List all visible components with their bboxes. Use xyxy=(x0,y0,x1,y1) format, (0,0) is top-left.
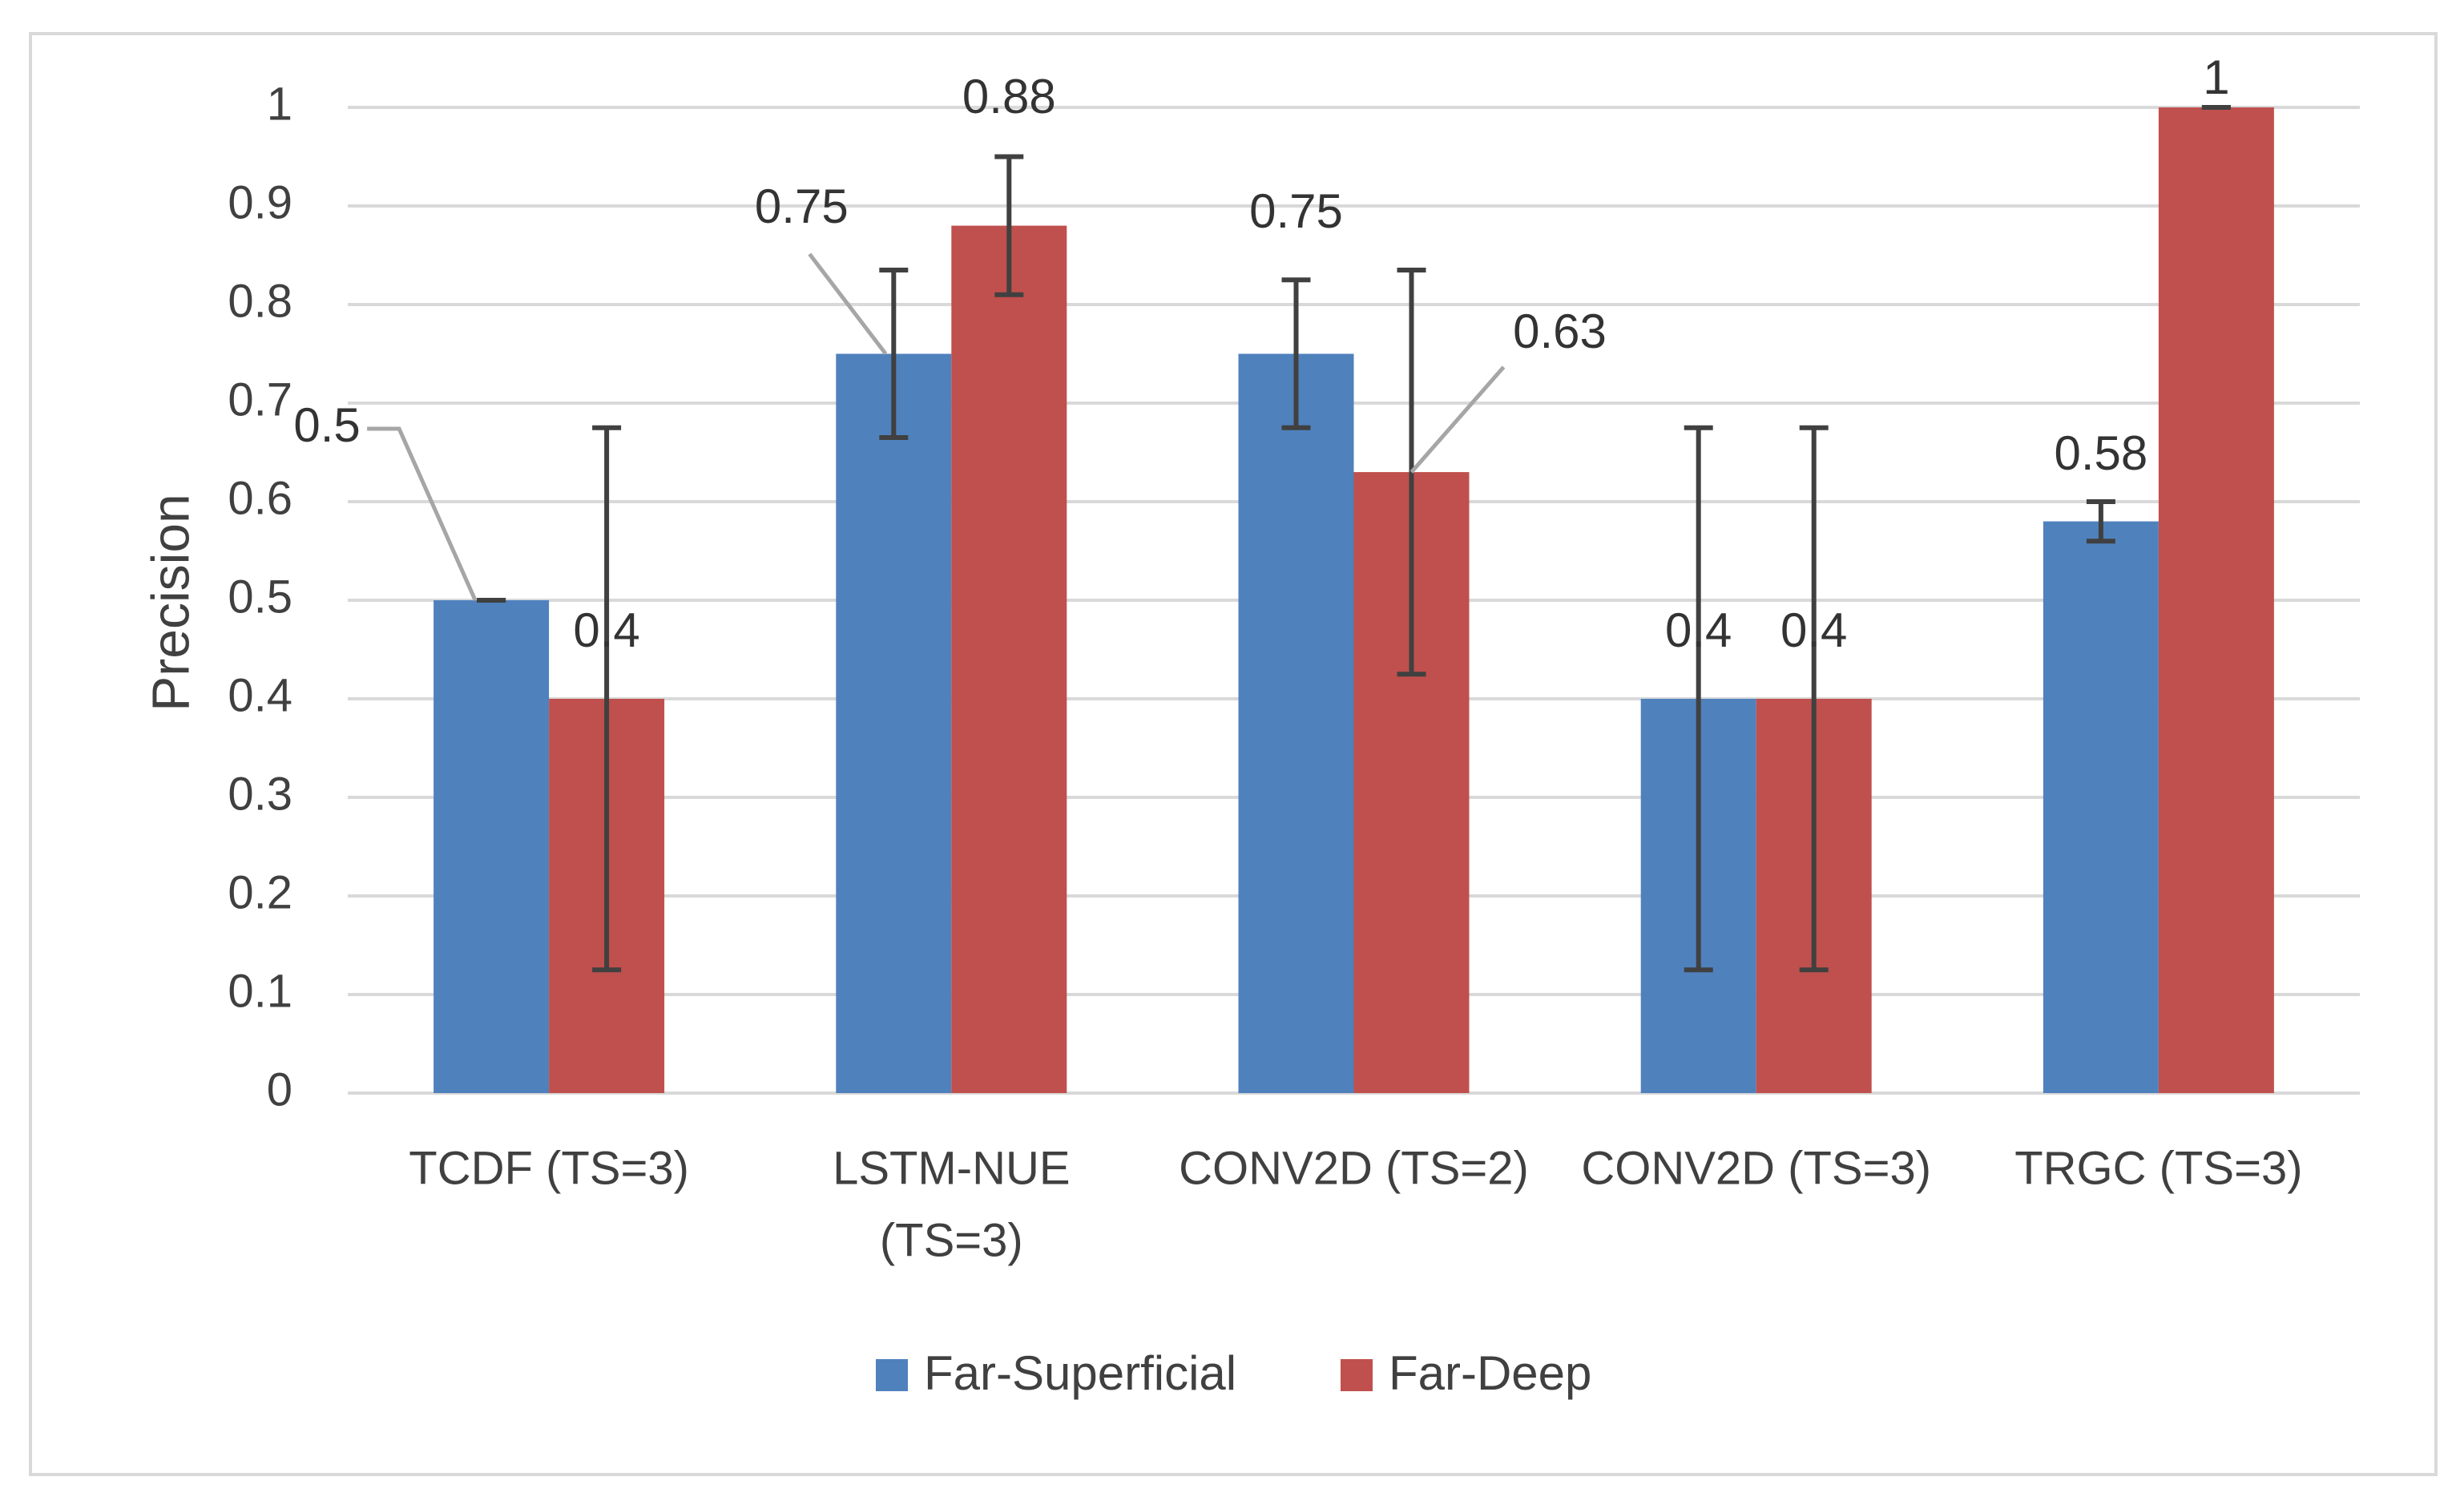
leader-line xyxy=(1409,365,1506,474)
gridlines xyxy=(348,106,2360,1095)
x-category-label: CONV2D (TS=2) xyxy=(1179,1142,1529,1194)
x-category-label: (TS=3) xyxy=(880,1214,1023,1266)
y-tick-label: 0.7 xyxy=(228,373,292,426)
y-tick-label: 1 xyxy=(267,78,292,130)
bar-far-superficial xyxy=(434,600,550,1093)
legend-label: Far-Deep xyxy=(1389,1346,1591,1400)
legend-label: Far-Superficial xyxy=(924,1346,1236,1400)
error-bar xyxy=(1281,277,1311,430)
leader-lines xyxy=(367,252,1506,602)
legend-swatch xyxy=(1341,1359,1373,1391)
y-tick-label: 0.5 xyxy=(228,571,292,623)
y-tick-label: 0.8 xyxy=(228,275,292,327)
data-label: 0.58 xyxy=(2055,426,2148,480)
bar-far-deep xyxy=(951,225,1067,1094)
data-label: 0.5 xyxy=(293,398,360,452)
y-tick-label: 0.9 xyxy=(228,176,292,228)
x-category-label: LSTM-NUE xyxy=(833,1142,1070,1194)
y-axis-label: Precision xyxy=(140,494,200,711)
y-tick-label: 0.3 xyxy=(228,768,292,820)
error-bar xyxy=(879,267,909,441)
legend-swatch xyxy=(876,1359,908,1391)
data-label: 0.75 xyxy=(1249,184,1343,238)
legend: Far-Superficial Far-Deep xyxy=(876,1346,1591,1400)
error-bar xyxy=(592,425,622,973)
x-category-label: TCDF (TS=3) xyxy=(409,1142,689,1194)
bar-far-superficial xyxy=(2043,521,2159,1093)
data-label: 0.88 xyxy=(962,70,1056,123)
bar-far-superficial xyxy=(1238,353,1354,1093)
y-tick-label: 0 xyxy=(267,1063,292,1116)
chart-frame xyxy=(29,32,2438,1476)
y-axis-ticks: 0 0.1 0.2 0.3 0.4 0.5 0.6 0.7 0.8 0.9 1 xyxy=(228,78,292,1116)
data-labels: 0.5 0.75 0.75 0.4 0.58 0.4 0.88 0.63 0.4 1 xyxy=(293,50,2229,657)
bar-far-deep xyxy=(2158,107,2274,1093)
error-bars xyxy=(477,105,2231,973)
bars xyxy=(434,107,2274,1094)
y-tick-label: 0.1 xyxy=(228,965,292,1017)
x-axis-categories: TCDF (TS=3) LSTM-NUE (TS=3) CONV2D (TS=2) CO… xyxy=(409,1142,2302,1266)
error-bar xyxy=(1684,425,1713,973)
error-bar xyxy=(2086,499,2115,544)
error-bar xyxy=(1799,425,1829,973)
y-tick-label: 0.4 xyxy=(228,669,292,721)
data-label: 0.4 xyxy=(573,603,639,657)
error-bar xyxy=(994,154,1024,297)
y-tick-label: 0.2 xyxy=(228,866,292,918)
x-category-label: TRGC (TS=3) xyxy=(2014,1142,2302,1194)
data-label: 0.4 xyxy=(1780,603,1847,657)
data-label: 0.75 xyxy=(755,180,849,233)
data-label: 1 xyxy=(2203,50,2229,104)
bar-far-superficial xyxy=(836,353,952,1093)
data-label: 0.4 xyxy=(1665,603,1732,657)
leader-line xyxy=(367,426,478,602)
y-tick-label: 0.6 xyxy=(228,472,292,524)
x-category-label: CONV2D (TS=3) xyxy=(1581,1142,1931,1194)
leader-line xyxy=(808,252,888,356)
data-label: 0.63 xyxy=(1513,305,1607,358)
